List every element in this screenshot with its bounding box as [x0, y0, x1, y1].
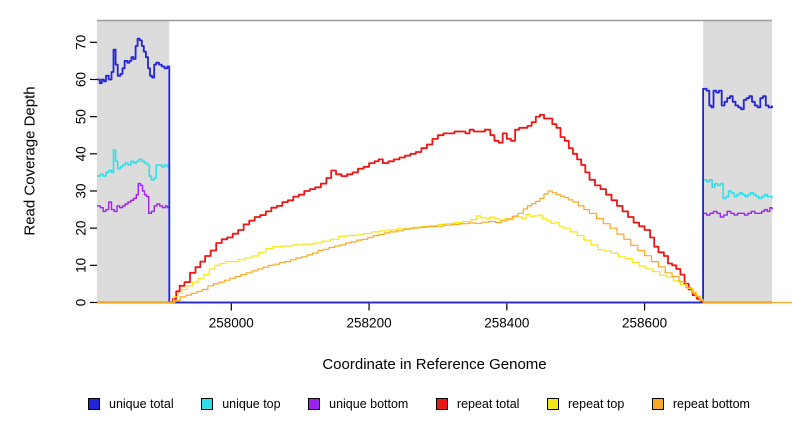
legend-label: repeat total [456, 397, 520, 411]
legend-item-repeat-top: repeat top [547, 397, 624, 411]
masked-region [703, 20, 772, 303]
legend-item-repeat-bottom: repeat bottom [651, 397, 750, 411]
legend: unique total unique top unique bottom repea… [0, 397, 792, 411]
series-repeat-total [97, 113, 772, 304]
legend-label: repeat bottom [672, 397, 750, 411]
x-axis-title: Coordinate in Reference Genome [322, 356, 547, 373]
legend-item-unique-top: unique top [201, 397, 281, 411]
y-tick-label: 0 [74, 299, 89, 307]
legend-swatch-icon [201, 398, 214, 410]
y-tick-label: 20 [74, 221, 89, 236]
legend-swatch-icon [651, 398, 664, 410]
y-tick-label: 40 [74, 146, 89, 161]
legend-label: unique top [222, 397, 281, 411]
y-tick-label: 30 [74, 183, 89, 198]
legend-swatch-icon [547, 398, 559, 410]
legend-swatch-icon [435, 398, 448, 410]
series-unique-bottom [97, 182, 773, 304]
legend-swatch-icon [308, 398, 321, 410]
x-tick-label: 258400 [484, 316, 529, 331]
x-tick-label: 258000 [209, 316, 254, 331]
y-tick-label: 50 [74, 109, 89, 124]
legend-label: unique bottom [329, 397, 409, 411]
series-unique-total [97, 37, 773, 304]
series-repeat-top [97, 213, 772, 304]
x-tick-label: 258600 [622, 316, 667, 331]
legend-label: unique total [109, 397, 174, 411]
legend-label: repeat top [568, 397, 625, 411]
x-tick-label: 258200 [347, 316, 392, 331]
series-unique-top [97, 149, 773, 304]
series-repeat-bottom [97, 190, 792, 304]
legend-item-repeat-total: repeat total [435, 397, 520, 411]
legend-item-unique-bottom: unique bottom [308, 397, 408, 411]
legend-item-unique-total: unique total [88, 397, 174, 411]
y-tick-label: 60 [74, 72, 89, 87]
y-tick-label: 70 [74, 35, 89, 50]
legend-swatch-icon [88, 398, 100, 410]
y-axis-title: Read Coverage Depth [21, 86, 39, 236]
y-tick-label: 10 [74, 258, 89, 273]
